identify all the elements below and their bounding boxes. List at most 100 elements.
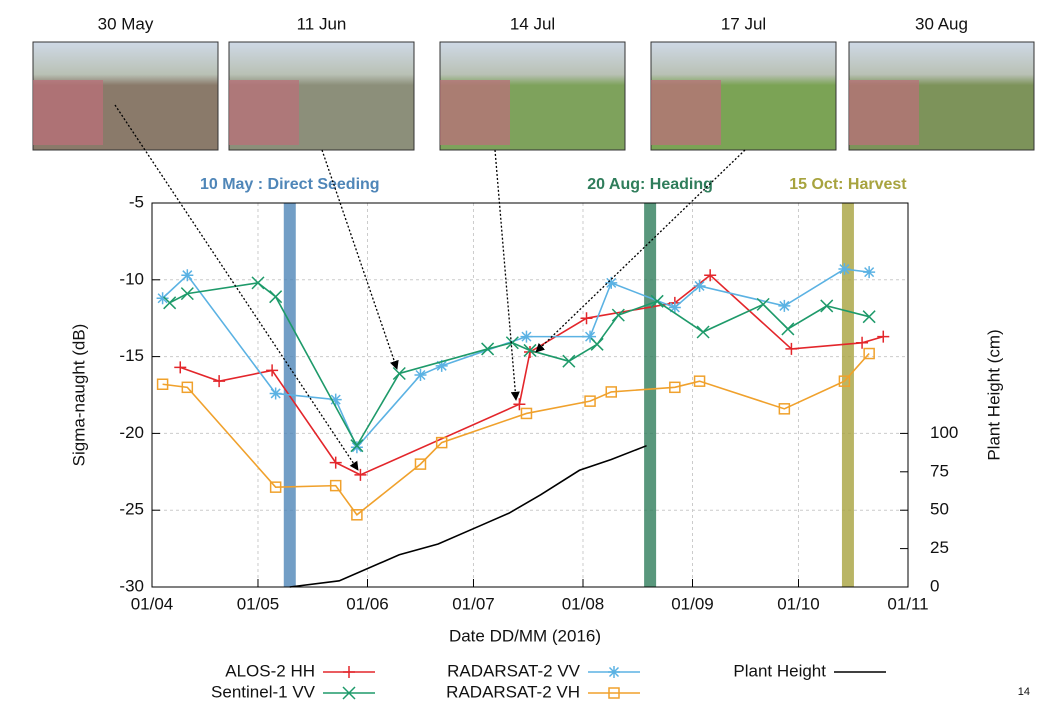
arrow <box>321 149 399 370</box>
event-band <box>841 203 854 587</box>
plot-frame <box>151 202 909 588</box>
legend-marker <box>343 666 355 678</box>
marker <box>693 279 706 292</box>
marker <box>605 276 618 289</box>
marker <box>605 386 618 398</box>
marker <box>838 375 851 387</box>
marker <box>862 310 876 324</box>
event-label: 20 Aug: Heading <box>587 176 713 193</box>
x-tick-label: 01/10 <box>777 594 820 613</box>
marker <box>181 269 194 282</box>
series <box>163 276 876 453</box>
marker <box>863 347 875 360</box>
plot: -30 -25 -20 -15 -10 -5 0 25 50 75 100 01/04 01/05 01/… <box>119 176 958 613</box>
y2-tick-label: 0 <box>930 576 939 595</box>
marker <box>392 366 406 381</box>
marker <box>781 322 795 336</box>
y-tick-label: -5 <box>129 192 144 211</box>
marker <box>181 381 194 394</box>
event-label: 15 Oct: Harvest <box>789 176 907 193</box>
marker <box>350 439 364 453</box>
marker <box>650 294 664 308</box>
legend-marker <box>342 686 356 700</box>
series <box>289 444 647 588</box>
arrow <box>494 149 520 401</box>
marker <box>266 364 279 377</box>
photo-strip: 30 May 11 Jun 14 Jul 17 Jul 30 Aug <box>32 14 1035 151</box>
series-line <box>162 352 870 516</box>
marker <box>523 343 537 357</box>
marker <box>562 354 576 368</box>
y2-tick-label: 50 <box>930 500 949 519</box>
marker <box>329 456 342 469</box>
legend-label: Plant Height <box>733 661 826 680</box>
marker <box>329 393 342 406</box>
marker <box>505 336 519 350</box>
series <box>174 269 890 481</box>
marker <box>520 330 533 343</box>
marker <box>213 375 226 388</box>
series <box>156 347 875 521</box>
marker <box>696 325 710 339</box>
marker <box>856 336 869 349</box>
photo-board <box>33 80 103 145</box>
marker <box>611 308 625 322</box>
x-axis-label: Date DD/MM (2016) <box>449 626 601 645</box>
photo-label: 30 Aug <box>915 14 968 33</box>
marker <box>785 342 798 355</box>
x-tick-label: 01/11 <box>887 594 928 613</box>
marker <box>778 403 791 415</box>
series-line <box>162 268 870 449</box>
marker <box>180 287 194 301</box>
marker <box>520 407 533 420</box>
marker <box>584 395 596 407</box>
marker <box>704 269 717 282</box>
arrow <box>114 104 359 471</box>
marker <box>580 312 593 325</box>
y2-tick-label: 75 <box>930 461 949 480</box>
marker <box>756 297 770 311</box>
y2-tick-label: 25 <box>930 538 949 557</box>
photo: 30 Aug <box>848 14 1035 151</box>
marker <box>435 359 448 372</box>
marker <box>863 266 876 279</box>
x-tick-label: 01/07 <box>452 594 495 613</box>
marker <box>584 330 597 343</box>
y-tick-label: -20 <box>119 423 144 442</box>
x-tick-label: 01/06 <box>346 594 389 613</box>
legend: ALOS-2 HH RADARSAT-2 VV Sentinel-1 VV RADAR… <box>211 661 886 701</box>
photo-board <box>651 80 721 145</box>
y-tick-label: -10 <box>119 269 144 288</box>
photo-label: 14 Jul <box>510 14 555 33</box>
arrow <box>535 149 746 353</box>
event-band <box>644 203 657 587</box>
y-axis-label: Sigma-naught (dB) <box>69 324 88 467</box>
photo-board <box>229 80 299 145</box>
y2-axis-label: Plant Height (cm) <box>984 329 1003 460</box>
y2-tick-label: 100 <box>930 423 958 442</box>
legend-label: Sentinel-1 VV <box>211 682 316 701</box>
x-tick-label: 01/08 <box>562 594 605 613</box>
photo: 11 Jun <box>228 14 415 151</box>
x-tick-label: 01/09 <box>671 594 714 613</box>
legend-label: RADARSAT-2 VH <box>446 682 580 701</box>
marker <box>251 276 265 290</box>
photo: 17 Jul <box>650 14 837 151</box>
photo-board <box>440 80 510 145</box>
marker <box>174 361 187 374</box>
photo: 30 May <box>32 14 219 151</box>
photo-label: 30 May <box>98 14 154 33</box>
series <box>156 263 876 454</box>
marker <box>269 387 282 400</box>
marker <box>156 378 169 390</box>
marker <box>351 509 363 521</box>
marker <box>820 299 834 313</box>
marker <box>156 292 169 305</box>
marker <box>481 342 495 356</box>
y-tick-label: -25 <box>119 500 144 519</box>
photo-arrows <box>114 104 746 471</box>
photo: 14 Jul <box>439 14 626 151</box>
photo-label: 17 Jul <box>721 14 766 33</box>
x-tick-label: 01/05 <box>237 594 280 613</box>
